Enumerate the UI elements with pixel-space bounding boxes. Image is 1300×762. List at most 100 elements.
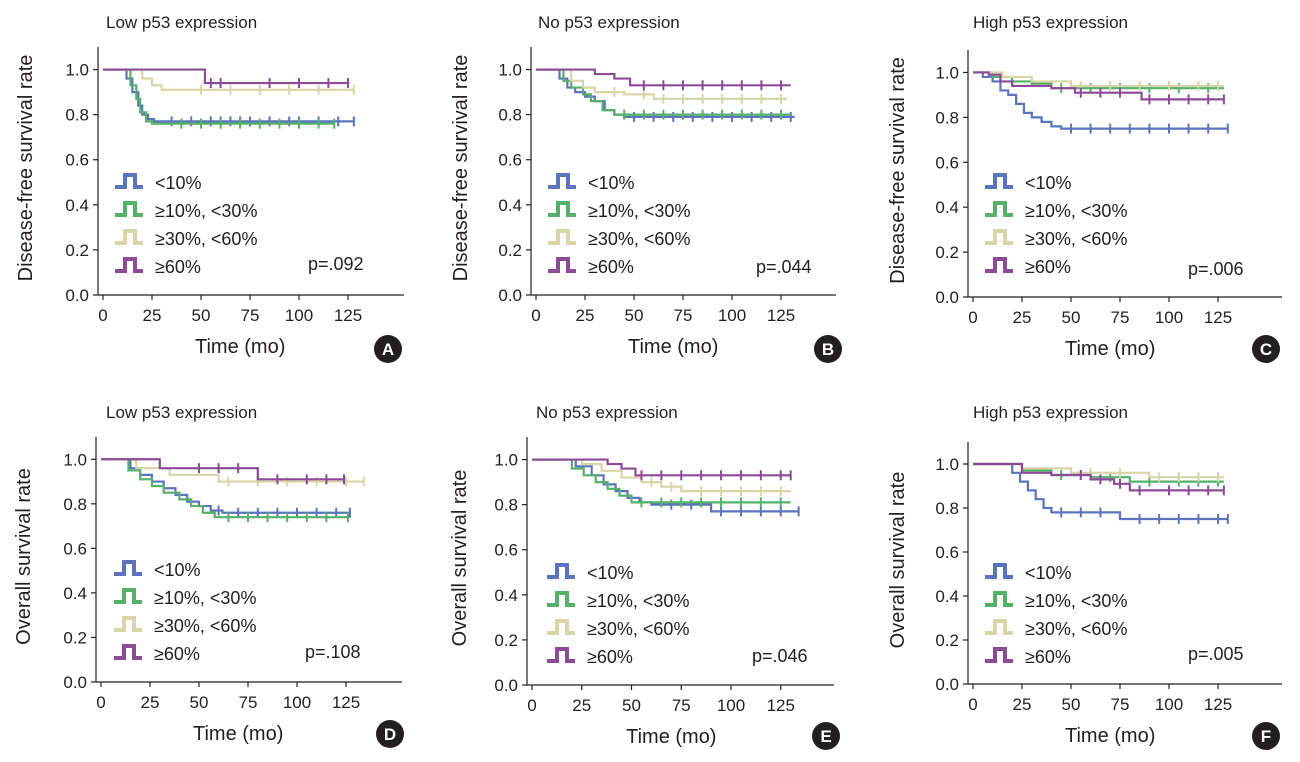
legend-label: <10% [587, 563, 634, 583]
legend-swatch [547, 563, 575, 579]
series-2 [973, 71, 1224, 91]
x-tick-label: 75 [239, 693, 258, 712]
x-tick-label: 50 [1062, 308, 1081, 327]
y-tick-label: 0.8 [63, 495, 87, 514]
panel-title: High p53 expression [973, 403, 1128, 422]
panel-badge [814, 335, 842, 363]
x-tick-label: 100 [1155, 695, 1183, 714]
legend-swatch [114, 644, 142, 660]
x-tick-label: 75 [1111, 308, 1130, 327]
y-tick-label: 0.0 [65, 286, 89, 305]
x-tick-label: 0 [527, 696, 536, 715]
x-axis-label: Time (mo) [193, 723, 283, 745]
y-axis-label: Disease-free survival rate [15, 55, 37, 282]
legend-label: ≥30%, <60% [1025, 229, 1127, 249]
series-1 [536, 68, 791, 120]
series-0 [973, 71, 1229, 134]
panel-badge [376, 720, 404, 748]
legend-swatch [985, 229, 1013, 245]
x-tick-label: 50 [1062, 695, 1081, 714]
survival-curve [101, 458, 350, 514]
survival-curve [103, 68, 348, 85]
y-tick-label: 0.4 [935, 587, 959, 606]
x-tick-label: 125 [334, 306, 362, 325]
y-tick-label: 0.0 [494, 676, 518, 695]
x-tick-label: 100 [717, 696, 745, 715]
y-tick-label: 0.6 [498, 151, 522, 170]
legend-label: ≥30%, <60% [154, 616, 256, 636]
panel-c: High p53 expression 0.0 0.2 0.4 0.6 0.8 1.0 0 25… [887, 13, 1282, 363]
x-tick-label: 0 [96, 693, 105, 712]
x-axis-label: Time (mo) [1065, 725, 1155, 747]
legend-label: ≥30%, <60% [155, 229, 257, 249]
survival-curve [101, 458, 345, 481]
series-1 [973, 462, 1224, 487]
legend-label: <10% [1025, 563, 1072, 583]
survival-curve [532, 458, 791, 477]
legend-swatch [115, 173, 143, 189]
y-tick-label: 0.8 [494, 496, 518, 515]
y-tick-label: 0.2 [494, 631, 518, 650]
legend-label: ≥10%, <30% [588, 201, 690, 221]
y-tick-label: 1.0 [935, 63, 959, 82]
series-3 [973, 462, 1225, 496]
series-1 [532, 458, 791, 508]
panel-badge [374, 335, 402, 363]
x-tick-label: 25 [572, 696, 591, 715]
y-tick-label: 0.4 [498, 196, 522, 215]
y-tick-label: 0.8 [65, 106, 89, 125]
survival-curve [973, 462, 1224, 479]
legend-swatch [114, 616, 142, 632]
y-tick-label: 0.2 [935, 243, 959, 262]
y-axis-label: Overall survival rate [13, 468, 35, 645]
x-tick-label: 0 [98, 306, 107, 325]
x-tick-label: 25 [576, 306, 595, 325]
x-tick-label: 0 [531, 306, 540, 325]
survival-curve [973, 462, 1224, 492]
legend-label: ≥60% [588, 257, 634, 277]
panel-title: Low p53 expression [106, 403, 257, 422]
x-tick-label: 0 [968, 695, 977, 714]
panel-badge-letter: B [822, 340, 834, 359]
x-axis-label: Time (mo) [1065, 338, 1155, 360]
p-value: p=.092 [308, 254, 364, 274]
survival-curve [103, 68, 354, 123]
survival-curve [973, 71, 1224, 88]
survival-curve [103, 68, 354, 91]
legend-swatch [985, 591, 1013, 607]
panel-a: Low p53 expression 0.0 0.2 0.4 0.6 0.8 1.0 0 25 5… [15, 13, 404, 363]
series-1 [973, 71, 1224, 94]
panel-e: No p53 expression 0.0 0.2 0.4 0.6 0.8 1.0 0 25 50… [449, 403, 840, 750]
x-axis-label: Time (mo) [195, 336, 285, 358]
y-tick-label: 1.0 [65, 61, 89, 80]
legend-swatch [547, 591, 575, 607]
x-tick-label: 100 [718, 306, 746, 325]
x-tick-label: 75 [1111, 695, 1130, 714]
legend-label: ≥10%, <30% [155, 201, 257, 221]
legend-label: <10% [155, 173, 202, 193]
legend-label: ≥30%, <60% [588, 229, 690, 249]
y-axis-label: Overall survival rate [449, 470, 471, 647]
x-axis-label: Time (mo) [626, 726, 716, 748]
legend-swatch [985, 201, 1013, 217]
p-value: p=.108 [305, 642, 361, 662]
legend-swatch [114, 560, 142, 576]
x-tick-label: 25 [141, 693, 160, 712]
y-axis-label: Disease-free survival rate [450, 55, 472, 282]
panel-badge-letter: C [1260, 340, 1272, 359]
p-value: p=.044 [756, 257, 812, 277]
legend-label: ≥30%, <60% [1025, 619, 1127, 639]
panel-badge [1252, 722, 1280, 750]
y-tick-label: 0.6 [65, 151, 89, 170]
panel-title: Low p53 expression [106, 13, 257, 32]
legend-label: ≥10%, <30% [1025, 201, 1127, 221]
panel-badge-letter: E [820, 727, 831, 746]
y-tick-label: 0.2 [63, 628, 87, 647]
legend-label: ≥10%, <30% [1025, 591, 1127, 611]
legend-swatch [115, 229, 143, 245]
y-tick-label: 0.6 [935, 153, 959, 172]
y-tick-label: 0.0 [935, 288, 959, 307]
y-tick-label: 1.0 [498, 61, 522, 80]
survival-curve [536, 68, 795, 118]
